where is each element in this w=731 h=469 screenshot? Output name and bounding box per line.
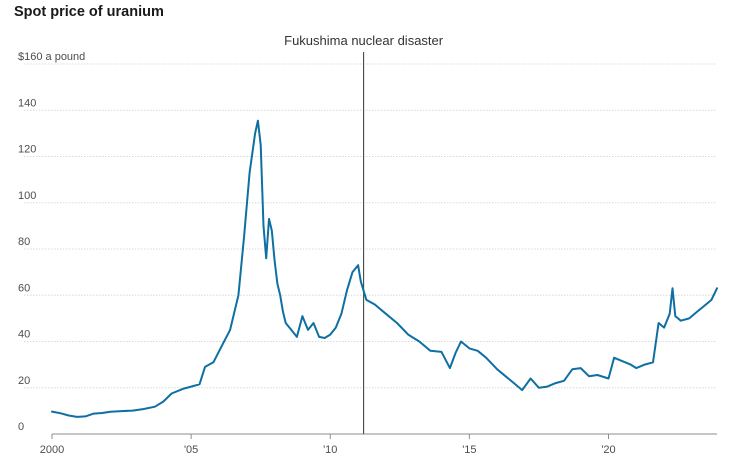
y-tick-label-120: 120 — [18, 144, 36, 156]
chart-title: Spot price of uranium — [14, 4, 164, 20]
y-tick-label-80: 80 — [18, 236, 30, 248]
y-tick-label-60: 60 — [18, 282, 30, 294]
axis-layer: 0 20 40 60 80 100 120 140 $160 a pound 2000 '05 '10… — [18, 51, 616, 456]
x-tick-label-2015: '15 — [462, 444, 476, 456]
y-tick-label-100: 100 — [18, 190, 36, 202]
grid-layer — [24, 63, 717, 435]
x-tick-label-2005: '05 — [184, 444, 198, 456]
annotation-layer: Fukushima nuclear disaster — [284, 33, 444, 434]
x-tick-label-2000: 2000 — [40, 444, 64, 456]
y-tick-label-140: 140 — [18, 97, 36, 109]
y-tick-label-160: $160 a pound — [18, 51, 85, 63]
y-tick-label-20: 20 — [18, 375, 30, 387]
y-tick-label-0: 0 — [18, 421, 24, 433]
uranium-price-line — [51, 119, 718, 418]
y-tick-label-40: 40 — [18, 329, 30, 341]
x-tick-label-2020: '20 — [601, 444, 615, 456]
fukushima-annotation-label: Fukushima nuclear disaster — [284, 33, 444, 48]
x-tick-label-2010: '10 — [323, 444, 337, 456]
series-layer — [51, 119, 718, 418]
